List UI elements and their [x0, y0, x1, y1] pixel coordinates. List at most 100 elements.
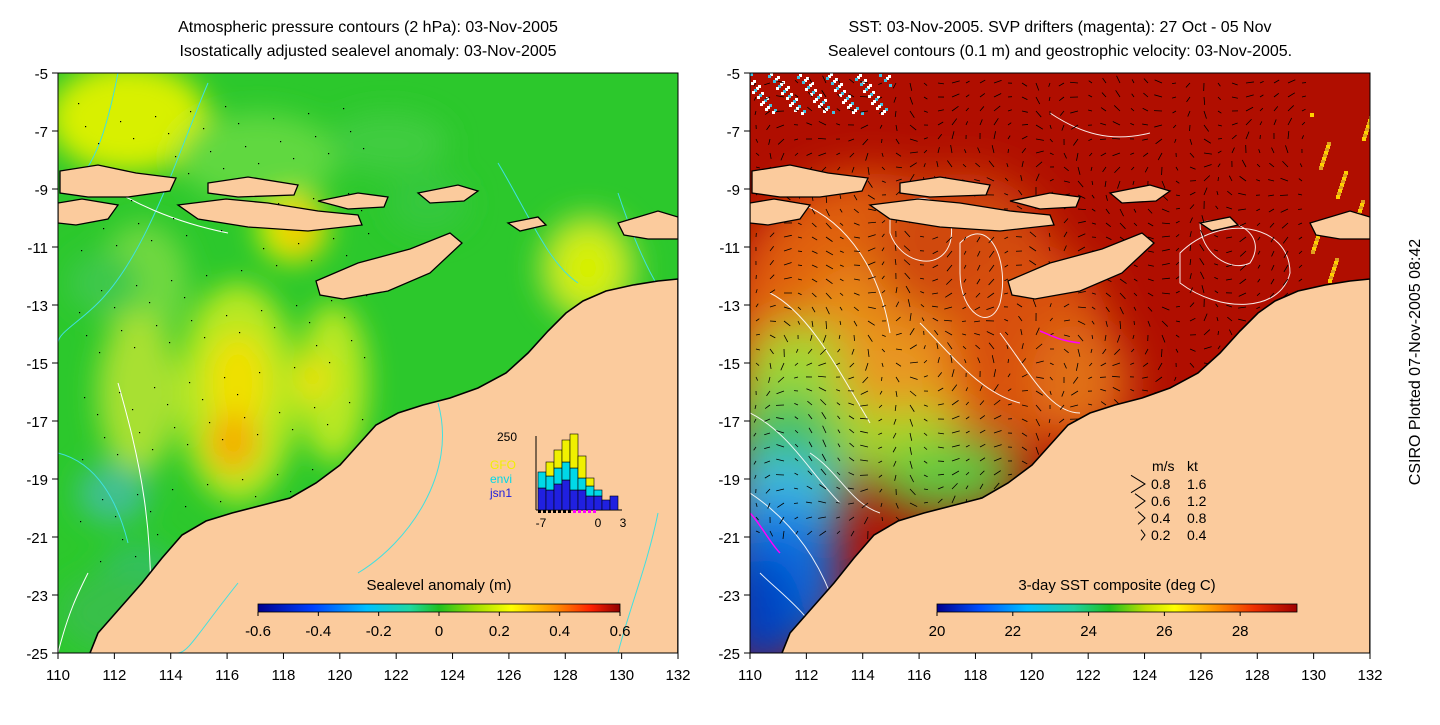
data-point: [351, 340, 352, 341]
data-point: [244, 417, 245, 418]
data-point: [221, 230, 222, 231]
data-point: [238, 123, 239, 124]
cloud-pixel: [776, 87, 779, 90]
cloud-pixel: [832, 111, 835, 114]
anomaly-blob: [388, 173, 468, 233]
colorbar-tick-label: 20: [929, 623, 946, 640]
x-tick-label: 126: [1188, 667, 1213, 684]
data-point: [157, 534, 158, 535]
data-point: [245, 146, 246, 147]
cloud-pixel: [757, 96, 760, 99]
cloud-pixel: [863, 90, 866, 93]
inset-bar: [586, 478, 594, 486]
inset-bar: [594, 490, 602, 496]
colorbar-scale: [258, 604, 620, 612]
inset-legend-jsn1: jsn1: [489, 486, 512, 500]
data-point: [346, 255, 347, 256]
data-point: [343, 108, 344, 109]
x-tick-label: 112: [102, 667, 126, 684]
data-point: [97, 414, 98, 415]
velocity-vector: [794, 503, 798, 504]
data-point: [273, 118, 274, 119]
left-titles: Atmospheric pressure contours (2 hPa): 0…: [178, 19, 558, 60]
velocity-legend-ms: 0.2: [1151, 527, 1171, 543]
data-point: [368, 233, 369, 234]
data-point: [224, 377, 225, 378]
cloud-pixel: [805, 88, 808, 91]
velocity-legend-header-ms: m/s: [1152, 458, 1175, 474]
data-point: [155, 116, 156, 117]
data-point: [137, 494, 138, 495]
inset-marker: [543, 510, 546, 513]
y-tick-label: -7: [727, 124, 740, 141]
inset-bar: [554, 450, 562, 468]
inset-marker: [553, 510, 556, 513]
data-point: [185, 506, 186, 507]
y-tick-label: -15: [718, 356, 740, 373]
cloud-pixel: [801, 112, 804, 115]
x-tick-label: 124: [440, 667, 465, 684]
data-point: [209, 422, 210, 423]
cloud-pixel: [834, 89, 837, 92]
inset-bar: [586, 486, 594, 496]
inset-bar: [610, 496, 618, 510]
colorbar-tick-label: 28: [1232, 623, 1249, 640]
inset-bar: [562, 462, 570, 480]
x-tick-label: 120: [327, 667, 352, 684]
data-point: [168, 133, 169, 134]
left-title-line2: Isostatically adjusted sealevel anomaly:…: [179, 43, 556, 60]
velocity-legend-header-kt: kt: [1187, 458, 1198, 474]
anomaly-blob: [68, 253, 138, 313]
plot-credit: CSIRO Plotted 07-Nov-2005 08:42: [1405, 207, 1427, 517]
data-point: [101, 290, 102, 291]
velocity-vector: [881, 377, 882, 381]
y-tick-label: -13: [26, 298, 48, 315]
cloud-pixel: [847, 106, 850, 109]
left-title-line1: Atmospheric pressure contours (2 hPa): 0…: [178, 19, 558, 36]
right-map-area: [720, 73, 1373, 720]
cloud-pixel: [1319, 166, 1323, 170]
x-tick-label: 128: [553, 667, 578, 684]
colorbar-tick-label: 0.4: [549, 623, 570, 640]
colorbar-tick-label: -0.6: [245, 623, 271, 640]
inset-marker: [593, 510, 596, 513]
data-point: [189, 382, 190, 383]
left-map-area: [48, 63, 678, 720]
y-tick-label: -17: [26, 414, 48, 431]
data-point: [309, 322, 310, 323]
inset-bar: [578, 456, 586, 478]
colorbar-tick-label: -0.4: [305, 623, 331, 640]
cloud-pixel: [826, 77, 829, 80]
inset-marker: [573, 510, 576, 513]
x-tick-label: 122: [1076, 667, 1101, 684]
data-point: [223, 168, 224, 169]
velocity-legend-kt: 0.4: [1187, 527, 1207, 543]
velocity-vector: [1298, 209, 1302, 210]
data-point: [279, 412, 280, 413]
x-tick-label: 118: [271, 667, 295, 684]
x-tick-label: 130: [1301, 667, 1326, 684]
data-point: [117, 454, 118, 455]
data-point: [255, 496, 256, 497]
data-point: [82, 459, 83, 460]
data-point: [311, 260, 312, 261]
data-point: [259, 372, 260, 373]
cloud-pixel: [876, 107, 879, 110]
inset-bar: [538, 488, 546, 510]
data-point: [188, 173, 189, 174]
data-point: [167, 404, 168, 405]
data-point: [156, 325, 157, 326]
anomaly-blob: [298, 353, 328, 403]
data-point: [78, 103, 79, 104]
inset-marker: [583, 510, 586, 513]
x-tick-label: 132: [665, 667, 690, 684]
x-tick-label: 110: [46, 667, 70, 684]
cloud-pixel: [861, 112, 864, 115]
y-tick-label: -19: [718, 472, 740, 489]
right-title-line2: Sealevel contours (0.1 m) and geostrophi…: [828, 43, 1292, 60]
data-point: [154, 387, 155, 388]
data-point: [151, 240, 152, 241]
inset-marker: [563, 510, 566, 513]
data-point: [329, 362, 330, 363]
x-tick-label: 116: [215, 667, 239, 684]
